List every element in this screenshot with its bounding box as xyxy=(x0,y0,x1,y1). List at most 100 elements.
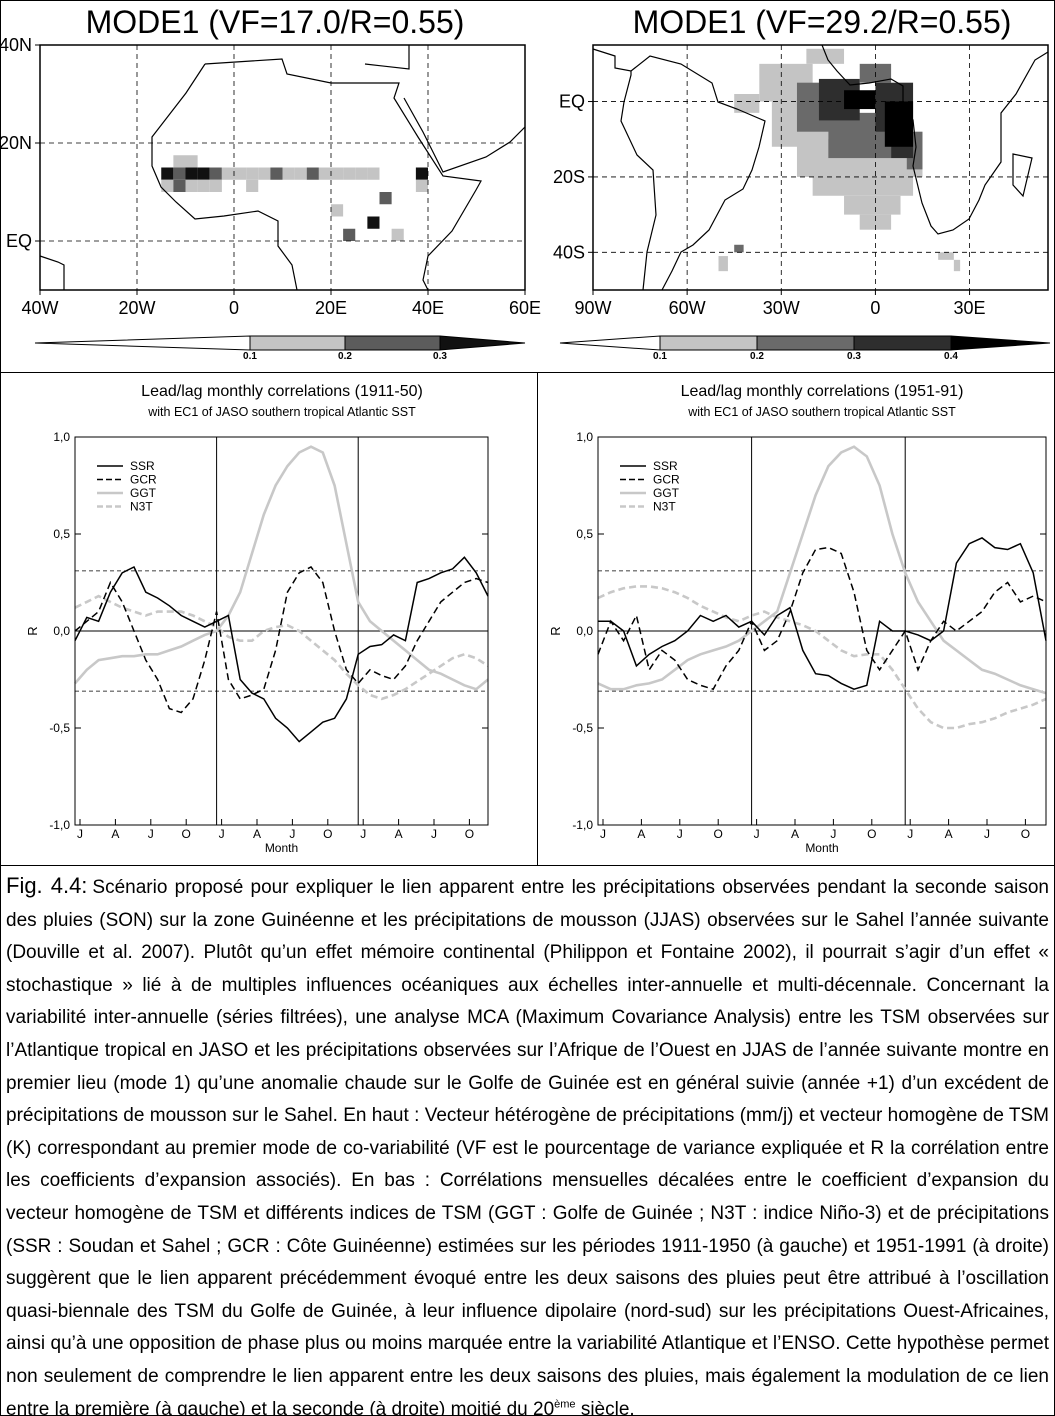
x-tick-label: 40W xyxy=(21,298,58,318)
colorbar-label: 0.2 xyxy=(750,351,764,362)
colorbar-band xyxy=(439,335,526,351)
map-cell xyxy=(197,179,210,192)
map-cell xyxy=(282,167,295,180)
x-tick-label: 90W xyxy=(574,298,611,318)
map-cell xyxy=(306,167,319,180)
map-cell xyxy=(331,204,344,217)
x-tick-label: 40E xyxy=(412,298,444,318)
map-cell xyxy=(270,167,283,180)
x-axis-label: Month xyxy=(805,841,838,855)
map-cell xyxy=(161,167,174,180)
x-tick-label: 0 xyxy=(870,298,880,318)
x-tick-label: O xyxy=(182,827,191,841)
colorbar-band xyxy=(853,335,952,351)
colorbar-band xyxy=(34,335,251,351)
caption-superscript: ème xyxy=(554,1398,576,1411)
map-cell xyxy=(343,228,356,241)
colorbar-label: 0.4 xyxy=(944,351,958,362)
coastline xyxy=(204,58,482,291)
series-line xyxy=(597,546,1047,691)
map-cell xyxy=(806,48,845,64)
figure: 40W 20W 0 20E 40E 60E EQ 20N 40N MODE1 (VF=17.0/R… xyxy=(0,0,1055,866)
coastline xyxy=(592,48,766,291)
map-cell xyxy=(173,167,186,180)
caption-label: Fig. 4.4: xyxy=(6,873,88,898)
series-line xyxy=(74,445,489,691)
map-cell xyxy=(173,179,186,192)
series-line xyxy=(74,594,489,701)
chart-subtitle: with EC1 of JASO southern tropical Atlan… xyxy=(147,405,416,419)
legend-label: N3T xyxy=(130,500,153,514)
map-cell xyxy=(173,155,186,168)
caption-text: Scénario proposé pour expliquer le lien … xyxy=(6,877,1049,1416)
map-cell xyxy=(355,167,368,180)
y-axis-label: R xyxy=(548,626,563,635)
x-tick-label: J xyxy=(148,827,154,841)
map-cell xyxy=(844,90,876,110)
x-tick-label: J xyxy=(431,827,437,841)
map-cell xyxy=(343,167,356,180)
plot-frame xyxy=(597,436,1047,826)
map-title: MODE1 (VF=17.0/R=0.55) xyxy=(86,4,465,40)
x-tick-label: O xyxy=(714,827,723,841)
legend-label: SSR xyxy=(130,459,155,473)
map-cell xyxy=(185,167,198,180)
map-cell xyxy=(884,101,914,147)
x-tick-label: O xyxy=(323,827,332,841)
colorbar-band xyxy=(950,335,1051,351)
x-tick-label: 60W xyxy=(669,298,706,318)
coastline xyxy=(620,71,657,291)
legend-label: GCR xyxy=(130,473,157,487)
x-tick-label: J xyxy=(677,827,683,841)
coastlines xyxy=(39,44,1049,291)
x-tick-label: 30E xyxy=(954,298,986,318)
y-tick-label: 1,0 xyxy=(53,430,70,444)
y-tick-label: 0,5 xyxy=(53,527,70,541)
caption-end: siècle. xyxy=(575,1398,635,1416)
map-cell xyxy=(718,256,728,272)
x-tick-label: J xyxy=(984,827,990,841)
x-tick-label: J xyxy=(600,827,606,841)
map-cell xyxy=(367,216,380,229)
x-tick-label: A xyxy=(111,827,119,841)
map-cell xyxy=(859,214,892,230)
y-tick-label: -0,5 xyxy=(572,721,593,735)
colorbar-label: 0.2 xyxy=(338,351,352,362)
series-line xyxy=(598,537,1047,690)
x-tick-label: A xyxy=(637,827,645,841)
y-tick-label: -1,0 xyxy=(49,818,70,832)
legend-label: N3T xyxy=(653,500,676,514)
series-line xyxy=(74,556,489,743)
y-axis-label: R xyxy=(25,626,40,635)
x-tick-label: J xyxy=(289,827,295,841)
x-tick-label: O xyxy=(867,827,876,841)
colorbar-label: 0.3 xyxy=(847,351,861,362)
map-cell xyxy=(415,179,428,192)
coastline xyxy=(821,44,1049,235)
x-axis-label: Month xyxy=(265,841,298,855)
map-cell xyxy=(221,167,234,180)
map-cell xyxy=(415,167,428,180)
x-tick-label: A xyxy=(395,827,403,841)
map-cell xyxy=(161,179,174,192)
chart-title: Lead/lag monthly correlations (1951-91) xyxy=(681,383,964,400)
colorbar-band xyxy=(344,335,441,351)
legend-label: SSR xyxy=(653,459,678,473)
y-tick-label: EQ xyxy=(559,92,585,112)
map-cell xyxy=(367,167,380,180)
y-tick-label: 40S xyxy=(553,242,585,262)
map-cell xyxy=(197,167,210,180)
series-line xyxy=(597,445,1047,695)
colorbar-band xyxy=(756,335,855,351)
map-cell xyxy=(246,167,259,180)
coastline xyxy=(403,97,526,173)
legend-label: GCR xyxy=(653,473,680,487)
map-cell xyxy=(185,155,198,168)
map-cell xyxy=(331,167,344,180)
map-cell xyxy=(844,195,901,215)
map-cell xyxy=(209,179,222,192)
y-tick-label: 20S xyxy=(553,167,585,187)
coastline xyxy=(364,45,410,70)
y-tick-label: 40N xyxy=(0,35,32,55)
coastline xyxy=(1012,153,1033,198)
